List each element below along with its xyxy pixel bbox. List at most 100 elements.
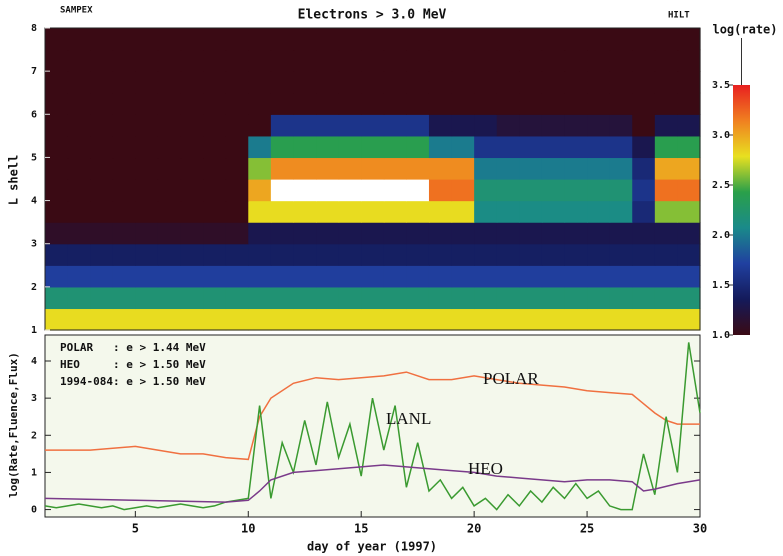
heatmap-cell <box>496 135 520 159</box>
heatmap-cell <box>157 200 182 223</box>
y-tick-label: 3 <box>31 239 37 250</box>
heatmap-cell <box>316 157 340 180</box>
heatmap-cell <box>428 92 453 115</box>
heatmap-cell <box>632 200 656 223</box>
heatmap-cell <box>203 308 227 331</box>
heatmap-cell <box>496 114 520 137</box>
heatmap-cell <box>406 49 430 72</box>
heatmap-cell <box>293 265 317 288</box>
heatmap-cell <box>609 243 633 266</box>
heatmap-cell <box>519 308 543 331</box>
heatmap-cell <box>293 135 317 159</box>
heatmap-cell <box>90 265 114 288</box>
heatmap-cell <box>90 179 114 202</box>
heatmap-cell <box>67 179 91 202</box>
heatmap-cell <box>45 157 69 180</box>
heatmap-cell <box>406 179 430 202</box>
heatmap-cell <box>564 135 588 159</box>
heatmap-cell <box>451 222 475 245</box>
heatmap-cell <box>225 265 249 288</box>
heatmap-cell <box>451 179 475 202</box>
heatmap-cell <box>316 308 340 331</box>
heatmap-cell <box>609 286 633 310</box>
heatmap-cell <box>338 308 362 331</box>
x-tick-label: 5 <box>132 522 139 536</box>
heatmap-cell <box>496 243 520 266</box>
heatmap-cell <box>541 243 566 266</box>
y-axis-label: log(Rate,Fluence,Flux) <box>7 352 20 498</box>
heatmap-cell <box>383 114 407 137</box>
heatmap-cell <box>383 157 407 180</box>
heatmap-cell <box>632 179 656 202</box>
heatmap-cell <box>474 114 498 137</box>
heatmap-cell <box>90 28 114 51</box>
heatmap-cell <box>225 71 249 94</box>
heatmap-cell <box>157 265 182 288</box>
heatmap-cell <box>406 243 430 266</box>
heatmap-cell <box>541 308 566 331</box>
heatmap-cell <box>587 222 611 245</box>
heatmap-cell <box>609 135 633 159</box>
heatmap-cell <box>609 179 633 202</box>
heatmap-cell <box>361 200 385 223</box>
heatmap-cell <box>90 200 114 223</box>
heatmap-cell <box>496 49 520 72</box>
heatmap-cell <box>180 92 204 115</box>
heatmap-cell <box>406 28 430 51</box>
y-axis-label: L shell <box>7 155 21 206</box>
heatmap-cell <box>406 135 430 159</box>
legend-note: 1994-084: e > 1.50 MeV <box>60 375 206 388</box>
heatmap-cell <box>45 308 69 331</box>
heatmap-cell <box>90 135 114 159</box>
heatmap-cell <box>383 28 407 51</box>
y-tick-label: 1 <box>31 325 37 336</box>
heatmap-cell <box>541 222 566 245</box>
heatmap-cell <box>564 114 588 137</box>
heatmap-cell <box>428 308 453 331</box>
heatmap-cell <box>496 265 520 288</box>
heatmap-cell <box>90 114 114 137</box>
heatmap-cell <box>587 157 611 180</box>
heatmap-cell <box>609 265 633 288</box>
heatmap-cell <box>496 28 520 51</box>
heatmap-cell <box>112 265 136 288</box>
heatmap-cell <box>203 135 227 159</box>
heatmap-cell <box>428 286 453 310</box>
heatmap-cell <box>632 28 656 51</box>
heatmap-cell <box>203 200 227 223</box>
heatmap-cell <box>316 49 340 72</box>
heatmap-cell <box>428 28 453 51</box>
heatmap-cell <box>654 179 679 202</box>
series-line <box>45 371 700 461</box>
heatmap-cell <box>112 28 136 51</box>
heatmap-cell <box>248 114 272 137</box>
heatmap-cell <box>541 286 566 310</box>
heatmap-cell <box>406 265 430 288</box>
heatmap-cell <box>225 135 249 159</box>
heatmap-cell <box>474 179 498 202</box>
heatmap-cell <box>587 92 611 115</box>
heatmap-cell <box>383 135 407 159</box>
heatmap-cell <box>451 28 475 51</box>
heatmap-cell <box>361 114 385 137</box>
heatmap-cell <box>519 265 543 288</box>
heatmap-cell <box>293 49 317 72</box>
heatmap-cell <box>157 286 182 310</box>
heatmap-cell <box>632 243 656 266</box>
heatmap-cell <box>135 200 159 223</box>
colorbar-tick-label: 2.5 <box>712 180 730 191</box>
heatmap-cell <box>135 49 159 72</box>
heatmap-cell <box>157 92 182 115</box>
heatmap-cell <box>587 71 611 94</box>
heatmap-cell <box>519 71 543 94</box>
heatmap-cell <box>654 114 679 137</box>
heatmap-cell <box>248 222 272 245</box>
heatmap-cell <box>587 49 611 72</box>
heatmap-cell <box>428 157 453 180</box>
heatmap-cell <box>225 92 249 115</box>
heatmap-cell <box>609 49 633 72</box>
y-tick-label: 8 <box>31 23 37 34</box>
heatmap-cell <box>180 157 204 180</box>
heatmap-cell <box>519 157 543 180</box>
